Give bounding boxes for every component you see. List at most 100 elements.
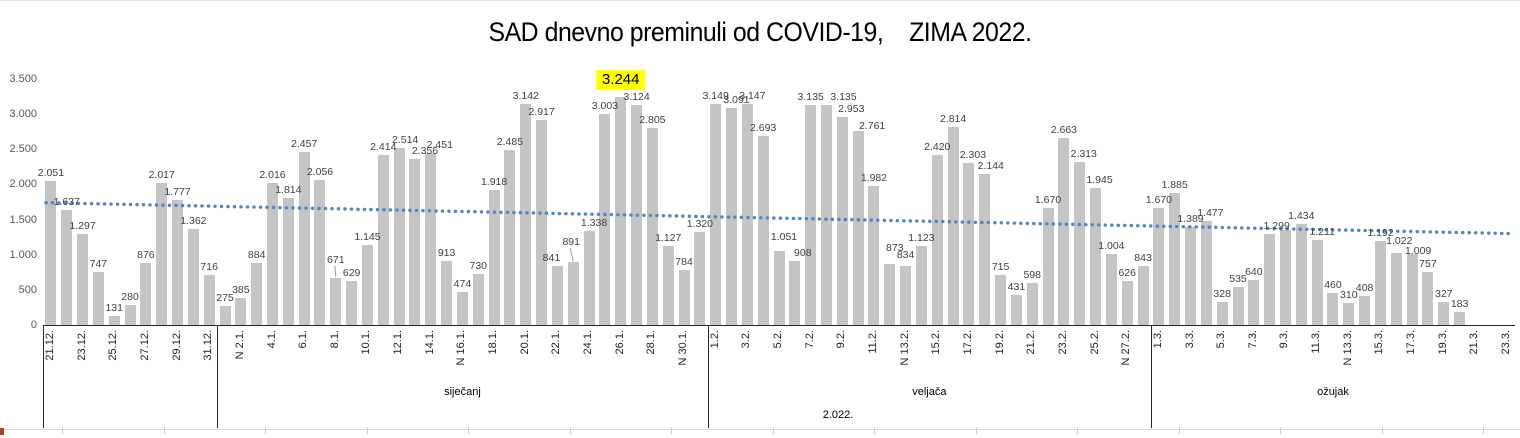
bar-label: 328 bbox=[1213, 287, 1231, 300]
bar bbox=[156, 183, 168, 325]
bar-label: 1.127 bbox=[655, 231, 682, 244]
bar bbox=[472, 273, 484, 325]
y-tick-label: 1.500 bbox=[9, 213, 37, 226]
bar-label: 2.485 bbox=[496, 136, 524, 149]
bar bbox=[1137, 265, 1149, 325]
bar-label: 1.004 bbox=[1098, 240, 1125, 253]
y-tick-label: 3.000 bbox=[9, 108, 37, 121]
x-date-label: 6.1. bbox=[297, 330, 310, 349]
bar bbox=[931, 154, 943, 325]
bar-label: 2.917 bbox=[528, 105, 555, 118]
x-date-label: 31.12. bbox=[202, 330, 215, 361]
x-date-label: 20.1. bbox=[518, 330, 531, 355]
bar bbox=[726, 107, 738, 325]
bar bbox=[915, 246, 927, 325]
bar bbox=[409, 159, 421, 325]
x-date-label: 10.1. bbox=[360, 330, 373, 355]
bar bbox=[61, 209, 73, 325]
bar bbox=[235, 297, 247, 325]
x-date-label: 7.3. bbox=[1246, 330, 1259, 349]
x-date-label: 14.1. bbox=[423, 330, 436, 355]
bar bbox=[1248, 280, 1260, 325]
bar-label: 1.299 bbox=[1263, 219, 1290, 232]
bar bbox=[900, 266, 912, 325]
x-date-label: 1.2. bbox=[708, 330, 721, 349]
x-date-label: 12.1. bbox=[392, 330, 405, 355]
bar bbox=[773, 251, 785, 325]
x-date-label: 3.2. bbox=[740, 330, 753, 349]
bar bbox=[567, 262, 579, 325]
column-border-tick bbox=[1077, 427, 1078, 434]
column-border-tick bbox=[265, 427, 266, 434]
column-border-tick bbox=[1382, 427, 1383, 434]
bar-label: 3.147 bbox=[739, 89, 766, 102]
x-date-label: 21.2. bbox=[1025, 330, 1038, 355]
bar-label: 1.297 bbox=[69, 219, 96, 232]
bar bbox=[330, 277, 342, 325]
bar bbox=[979, 174, 991, 325]
bar bbox=[140, 263, 152, 325]
x-date-label: 25.12. bbox=[107, 330, 120, 361]
bar-label: 2.953 bbox=[838, 103, 865, 116]
bar-label: 629 bbox=[342, 266, 361, 279]
bar-label: 2.663 bbox=[1050, 123, 1078, 136]
bar-label: 1.211 bbox=[1309, 225, 1335, 238]
bar bbox=[45, 180, 57, 325]
x-date-label: 11.2. bbox=[866, 330, 879, 354]
bar bbox=[963, 163, 975, 325]
bar bbox=[583, 230, 595, 325]
bar-label: 3.135 bbox=[830, 90, 857, 103]
column-border-tick bbox=[164, 427, 165, 434]
y-tick-label: 3.500 bbox=[9, 73, 37, 85]
bar-label: 1.982 bbox=[860, 171, 888, 184]
bar bbox=[251, 262, 263, 325]
bar-label: 1.670 bbox=[1145, 193, 1172, 206]
x-date-label: N 2.1. bbox=[233, 330, 246, 360]
x-date-label: 28.1. bbox=[645, 330, 658, 355]
month-label: siječanj bbox=[444, 386, 481, 398]
bar-label: 873 bbox=[886, 241, 904, 254]
bar bbox=[1216, 301, 1228, 325]
bar bbox=[504, 150, 516, 325]
x-date-label: N 30.1. bbox=[677, 330, 690, 366]
month-separator-line bbox=[43, 325, 44, 428]
bar bbox=[267, 183, 278, 325]
bar-label: 460 bbox=[1324, 278, 1342, 291]
bar bbox=[1264, 233, 1276, 325]
x-date-label: 9.2. bbox=[835, 330, 848, 349]
bar bbox=[187, 229, 199, 325]
x-date-label: 4.1. bbox=[265, 330, 278, 349]
bar bbox=[1026, 282, 1038, 325]
bar-label: 1.670 bbox=[1034, 193, 1062, 206]
bar bbox=[678, 269, 690, 325]
bar bbox=[1422, 271, 1434, 325]
x-date-label: 21.3. bbox=[1468, 330, 1481, 355]
x-date-label: 19.2. bbox=[993, 330, 1006, 355]
bar bbox=[172, 200, 184, 325]
bar-label: 1.885 bbox=[1161, 178, 1188, 191]
bar bbox=[1090, 188, 1102, 325]
bar bbox=[1074, 162, 1086, 325]
x-date-label: 23.3. bbox=[1500, 330, 1513, 355]
bar bbox=[615, 96, 627, 325]
bar-label: 385 bbox=[232, 283, 250, 296]
month-separator-line bbox=[217, 325, 219, 428]
bar bbox=[694, 232, 706, 325]
x-date-label: 11.3. bbox=[1310, 330, 1323, 354]
bar-label: 1.338 bbox=[580, 216, 608, 229]
bar-label: 1.320 bbox=[686, 218, 713, 231]
bar-label: 1.123 bbox=[908, 232, 935, 245]
x-date-label: N 27.2. bbox=[1120, 330, 1133, 366]
y-tick-label: 2.000 bbox=[9, 178, 37, 191]
bar-label: 747 bbox=[89, 258, 108, 271]
bar bbox=[203, 274, 215, 325]
bar-label: 1.637 bbox=[53, 195, 80, 208]
x-date-label: 9.3. bbox=[1278, 330, 1291, 349]
spreadsheet-gridline bbox=[0, 429, 1520, 430]
bar-label: 2.761 bbox=[858, 119, 886, 132]
bar-label: 1.389 bbox=[1177, 213, 1204, 226]
bar-label: 2.051 bbox=[37, 166, 65, 179]
chart-title: SAD dnevno preminuli od COVID-19, ZIMA 2… bbox=[488, 17, 1032, 47]
column-border-tick bbox=[874, 427, 875, 434]
bar-label: 275 bbox=[216, 291, 234, 304]
